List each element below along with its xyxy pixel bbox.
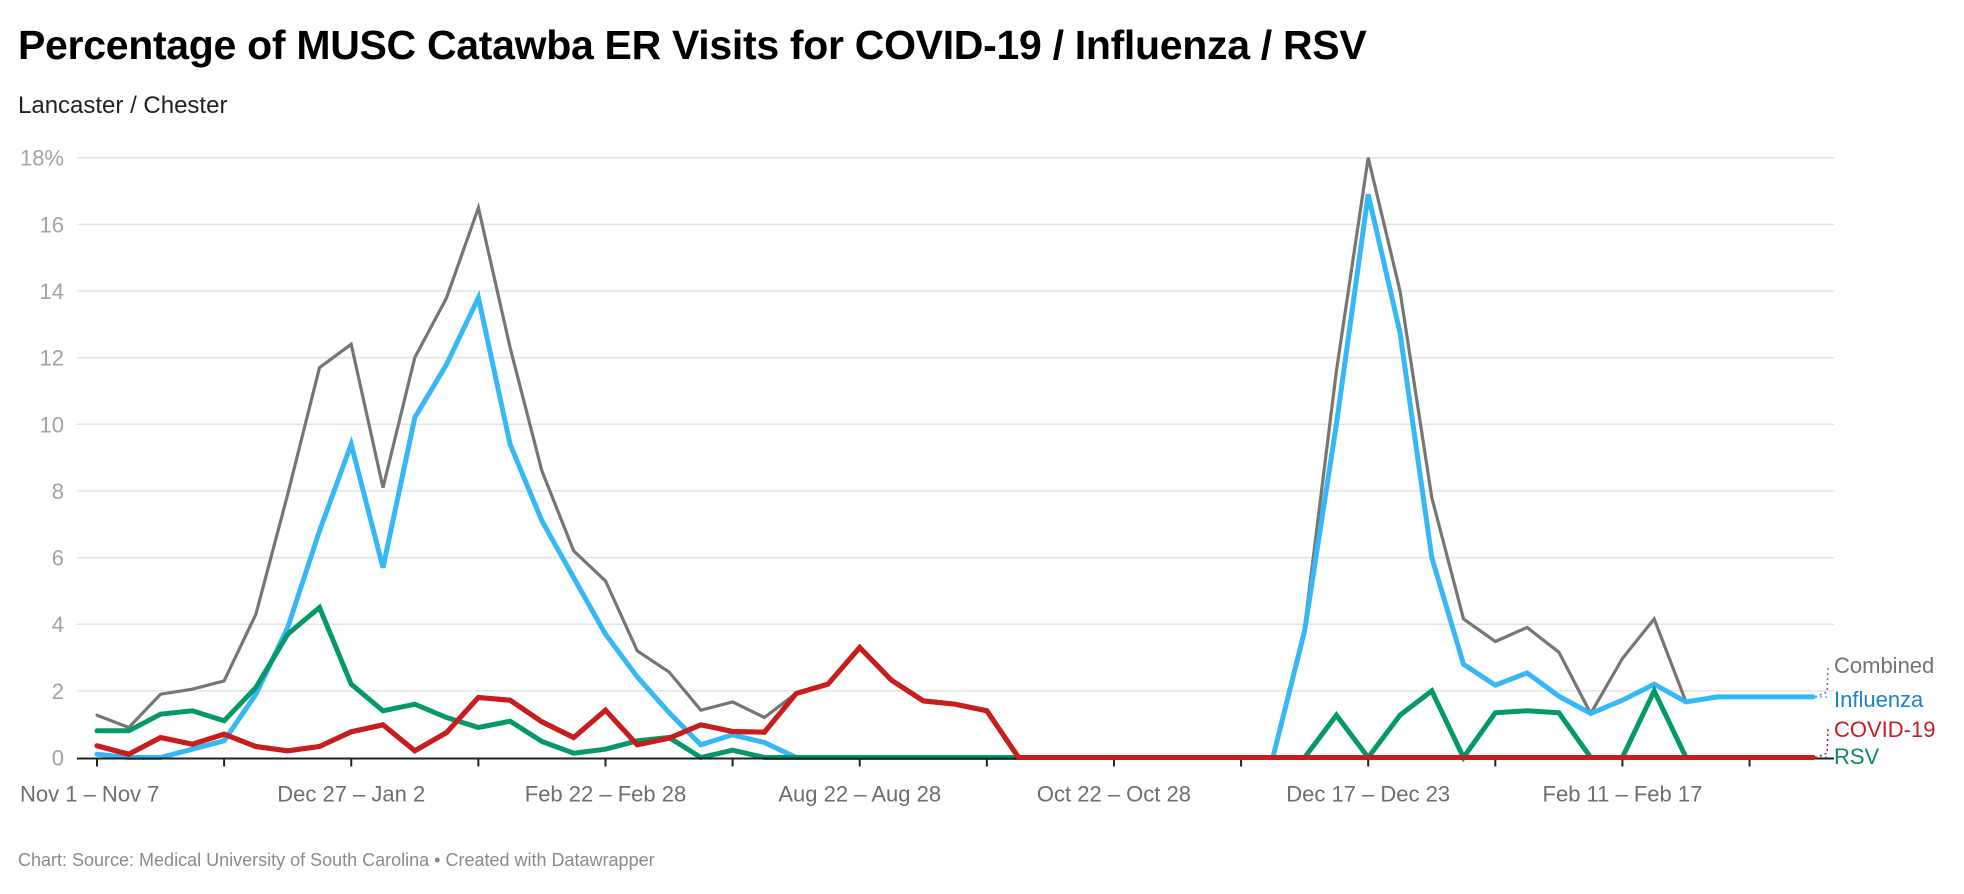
y-tick-label: 8 <box>52 479 64 504</box>
series-label-influenza: Influenza <box>1834 687 1924 712</box>
series-label-combined: Combined <box>1834 653 1934 678</box>
x-tick-label: Aug 22 – Aug 28 <box>778 782 941 807</box>
chart-title: Percentage of MUSC Catawba ER Visits for… <box>18 22 1367 68</box>
y-tick-label: 2 <box>52 679 64 704</box>
x-axis: Nov 1 – Nov 7 Dec 27 – Jan 2 Feb 22 – Feb … <box>20 643 1834 807</box>
label-connector <box>1814 728 1829 759</box>
y-tick-label: 0 <box>52 746 64 771</box>
series-line-rsv <box>94 603 1816 763</box>
gridlines <box>77 156 1834 692</box>
y-tick-label: 10 <box>40 412 64 437</box>
x-tick-label: Nov 1 – Nov 7 <box>20 782 159 807</box>
series-label-rsv: RSV <box>1834 744 1880 769</box>
series-label-covid-19: COVID-19 <box>1834 717 1935 742</box>
chart-subtitle: Lancaster / Chester <box>18 92 228 119</box>
series-lines <box>94 157 1816 763</box>
y-tick-label: 18% <box>20 146 64 171</box>
series-line-covid-19-top <box>94 643 1816 760</box>
y-tick-label: 6 <box>52 546 64 571</box>
y-tick-label: 14 <box>40 279 64 304</box>
y-axis-ticks: 0 2 4 6 8 10 12 14 16 18% <box>20 146 64 771</box>
chart-footer: Chart: Source: Medical University of Sou… <box>18 850 655 870</box>
y-tick-label: 16 <box>40 212 64 237</box>
x-tick-label: Dec 17 – Dec 23 <box>1286 782 1450 807</box>
label-connector <box>1815 696 1829 700</box>
x-tick-label: Feb 11 – Feb 17 <box>1543 782 1703 807</box>
x-tick-label: Feb 22 – Feb 28 <box>525 782 686 807</box>
y-tick-label: 4 <box>52 612 64 637</box>
x-tick-label: Dec 27 – Jan 2 <box>277 782 425 807</box>
x-tick-label: Oct 22 – Oct 28 <box>1037 782 1191 807</box>
label-connector <box>1814 664 1829 698</box>
series-line-influenza <box>94 193 1816 760</box>
y-tick-label: 12 <box>40 346 64 371</box>
